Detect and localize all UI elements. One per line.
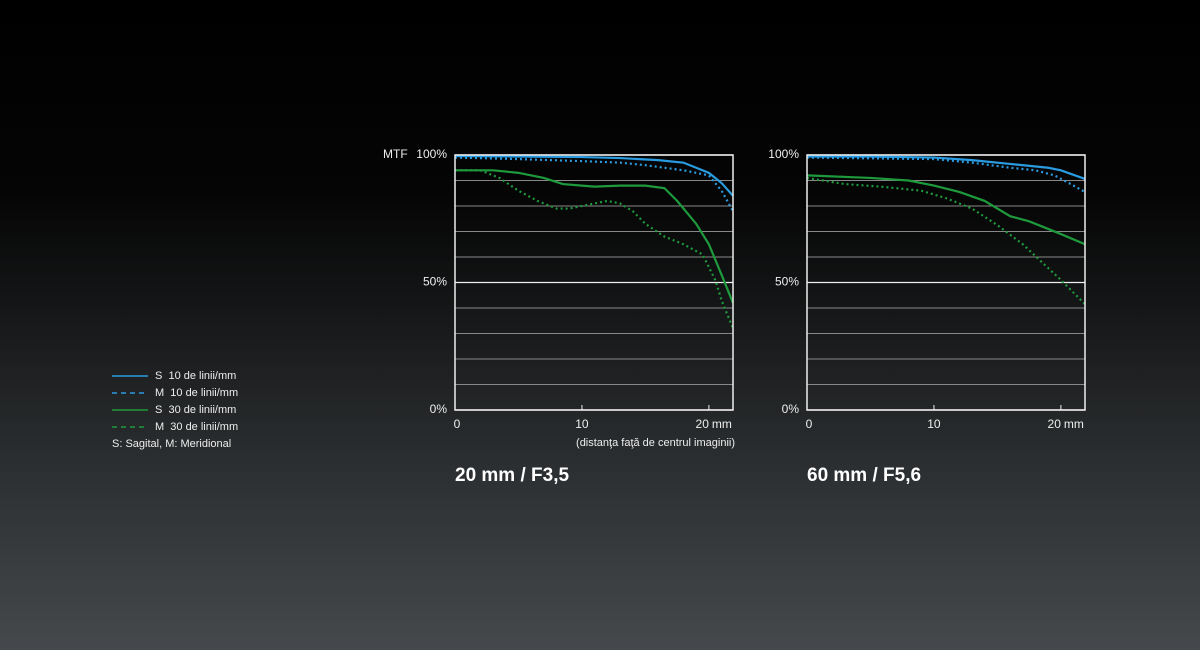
legend-label: S 30 de linii/mm	[155, 404, 236, 416]
series-line	[454, 156, 734, 212]
series-line	[806, 174, 1086, 246]
x-tick-label: 0	[454, 417, 461, 431]
y-tick-label: 100%	[768, 147, 799, 161]
x-tick-label: 10	[927, 417, 941, 431]
series-line	[807, 155, 1086, 181]
y-tick-label: 0%	[782, 402, 800, 416]
y-tick-label: 50%	[423, 275, 447, 289]
x-unit: mm	[1064, 417, 1084, 431]
x-unit: mm	[712, 417, 732, 431]
x-tick-label: 20	[696, 417, 710, 431]
x-tick-label: 20	[1048, 417, 1062, 431]
series-line	[455, 169, 735, 329]
x-tick-label: 0	[806, 417, 813, 431]
series-line	[455, 169, 735, 304]
plot-frame	[806, 154, 1086, 411]
x-label: (distanţa faţă de centrul imaginii)	[576, 437, 735, 449]
chart-title: 20 mm / F3,5	[455, 465, 569, 486]
y-tick-label: 100%	[416, 147, 447, 161]
legend-note: S: Sagital, M: Meridional	[112, 438, 231, 450]
series-line	[806, 156, 1086, 193]
series-line	[806, 176, 1086, 305]
chart-title: 60 mm / F5,6	[807, 465, 921, 486]
legend-label: S 10 de linii/mm	[155, 370, 236, 382]
series-line	[454, 154, 734, 197]
plot-frame	[454, 154, 734, 411]
y-label: MTF	[383, 147, 408, 161]
legend-label: M 30 de linii/mm	[155, 421, 238, 433]
y-tick-label: 50%	[775, 275, 799, 289]
y-tick-label: 0%	[430, 402, 448, 416]
x-tick-label: 10	[575, 417, 589, 431]
legend-label: M 10 de linii/mm	[155, 387, 238, 399]
